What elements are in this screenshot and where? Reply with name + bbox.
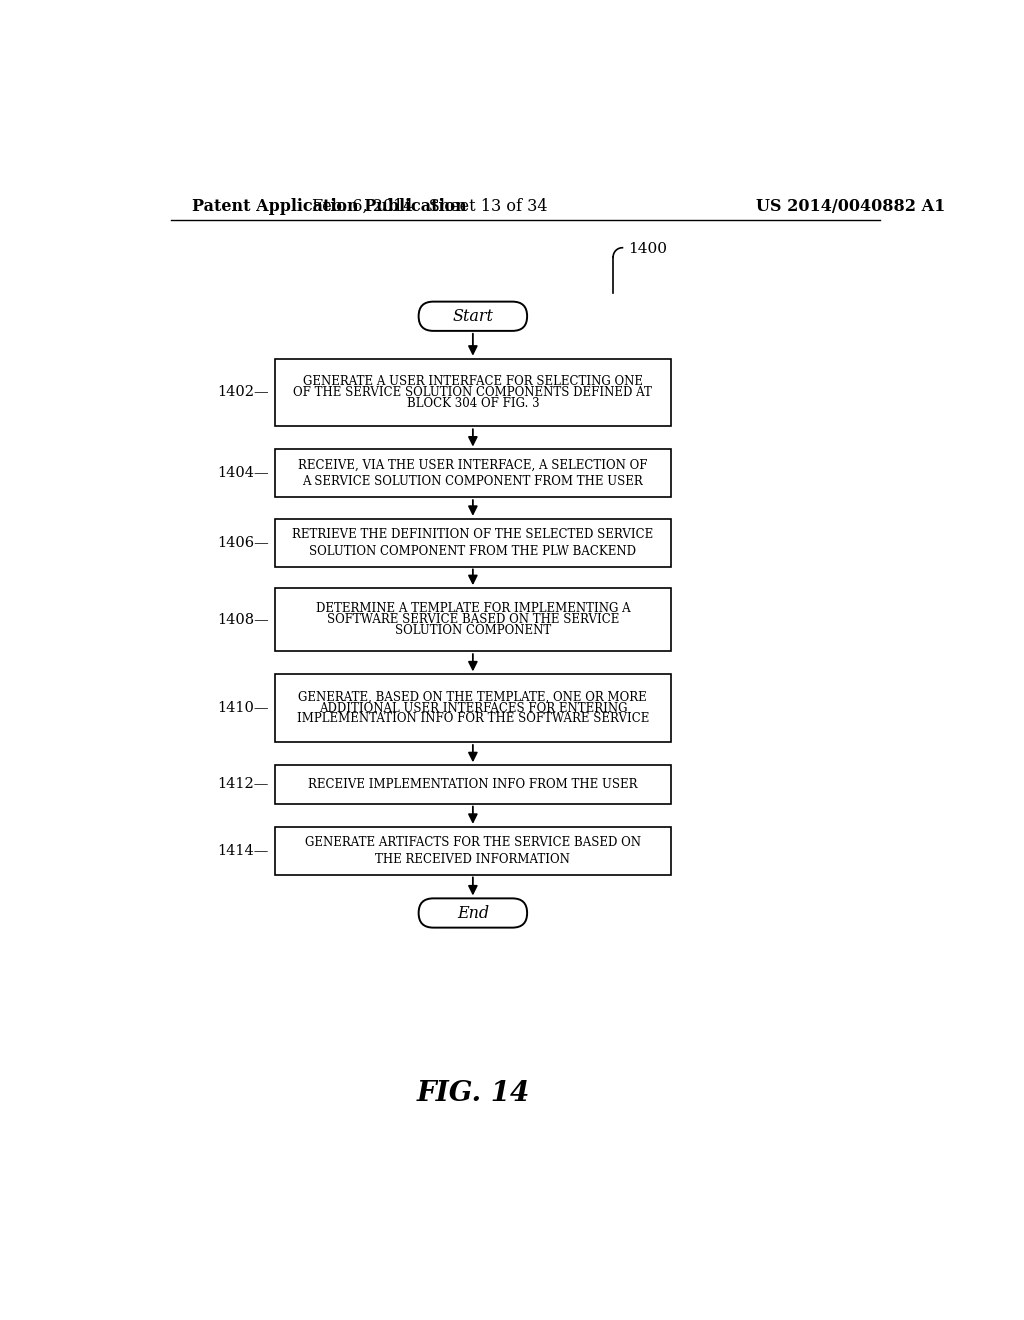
FancyBboxPatch shape [275, 589, 671, 651]
FancyBboxPatch shape [275, 519, 671, 566]
Text: SOFTWARE SERVICE BASED ON THE SERVICE: SOFTWARE SERVICE BASED ON THE SERVICE [327, 612, 620, 626]
Text: A SERVICE SOLUTION COMPONENT FROM THE USER: A SERVICE SOLUTION COMPONENT FROM THE US… [302, 475, 643, 488]
Text: 1412—: 1412— [218, 777, 269, 792]
Text: 1402—: 1402— [217, 385, 269, 400]
FancyBboxPatch shape [275, 449, 671, 498]
Text: RECEIVE, VIA THE USER INTERFACE, A SELECTION OF: RECEIVE, VIA THE USER INTERFACE, A SELEC… [298, 458, 647, 471]
Text: OF THE SERVICE SOLUTION COMPONENTS DEFINED AT: OF THE SERVICE SOLUTION COMPONENTS DEFIN… [294, 385, 652, 399]
Text: DETERMINE A TEMPLATE FOR IMPLEMENTING A: DETERMINE A TEMPLATE FOR IMPLEMENTING A [315, 602, 630, 615]
Text: 1400: 1400 [628, 243, 667, 256]
Text: IMPLEMENTATION INFO FOR THE SOFTWARE SERVICE: IMPLEMENTATION INFO FOR THE SOFTWARE SER… [297, 713, 649, 726]
Text: FIG. 14: FIG. 14 [416, 1081, 529, 1107]
Text: GENERATE A USER INTERFACE FOR SELECTING ONE: GENERATE A USER INTERFACE FOR SELECTING … [303, 375, 643, 388]
Text: 1414—: 1414— [218, 843, 269, 858]
Text: THE RECEIVED INFORMATION: THE RECEIVED INFORMATION [376, 853, 570, 866]
Text: 1408—: 1408— [217, 612, 269, 627]
Text: SOLUTION COMPONENT: SOLUTION COMPONENT [394, 624, 551, 638]
FancyBboxPatch shape [419, 899, 527, 928]
FancyBboxPatch shape [275, 359, 671, 426]
Text: Feb. 6, 2014   Sheet 13 of 34: Feb. 6, 2014 Sheet 13 of 34 [312, 198, 548, 215]
Text: 1404—: 1404— [217, 466, 269, 480]
Text: RECEIVE IMPLEMENTATION INFO FROM THE USER: RECEIVE IMPLEMENTATION INFO FROM THE USE… [308, 777, 638, 791]
Text: GENERATE, BASED ON THE TEMPLATE, ONE OR MORE: GENERATE, BASED ON THE TEMPLATE, ONE OR … [299, 690, 647, 704]
Text: Patent Application Publication: Patent Application Publication [191, 198, 466, 215]
FancyBboxPatch shape [275, 675, 671, 742]
Text: US 2014/0040882 A1: US 2014/0040882 A1 [756, 198, 945, 215]
Text: ADDITIONAL USER INTERFACES FOR ENTERING: ADDITIONAL USER INTERFACES FOR ENTERING [318, 702, 627, 714]
Text: RETRIEVE THE DEFINITION OF THE SELECTED SERVICE: RETRIEVE THE DEFINITION OF THE SELECTED … [292, 528, 653, 541]
Text: SOLUTION COMPONENT FROM THE PLW BACKEND: SOLUTION COMPONENT FROM THE PLW BACKEND [309, 545, 636, 557]
FancyBboxPatch shape [419, 302, 527, 331]
FancyBboxPatch shape [275, 766, 671, 804]
Text: Start: Start [453, 308, 494, 325]
Text: 1406—: 1406— [217, 536, 269, 549]
FancyBboxPatch shape [275, 826, 671, 875]
Text: GENERATE ARTIFACTS FOR THE SERVICE BASED ON: GENERATE ARTIFACTS FOR THE SERVICE BASED… [305, 836, 641, 849]
Text: 1410—: 1410— [217, 701, 269, 715]
Text: BLOCK 304 OF FIG. 3: BLOCK 304 OF FIG. 3 [407, 397, 540, 409]
Text: End: End [457, 904, 488, 921]
